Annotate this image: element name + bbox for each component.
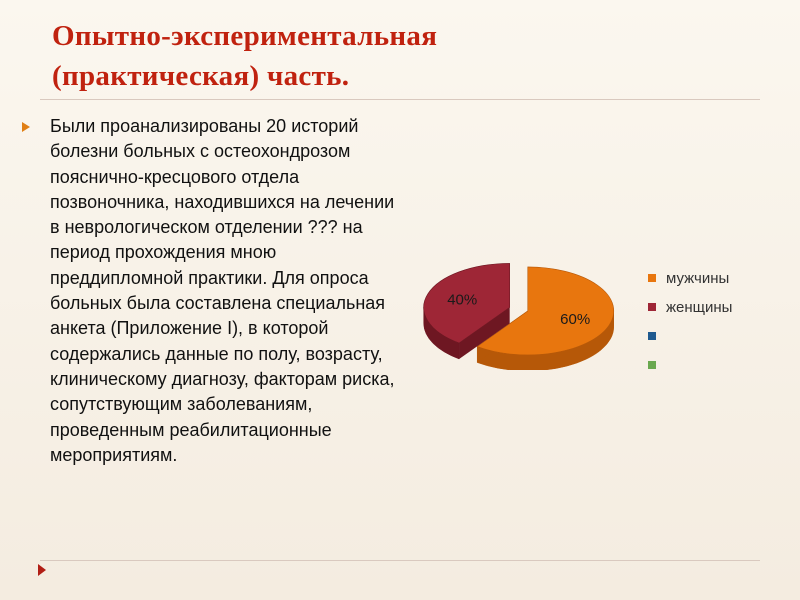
footer-divider xyxy=(40,560,760,561)
pie-data-label: 60% xyxy=(560,311,590,328)
legend-item xyxy=(648,355,732,384)
title-line-1: Опытно-экспериментальная xyxy=(52,20,438,52)
legend-label: мужчины xyxy=(666,270,730,287)
legend-item: женщины xyxy=(648,297,732,326)
pie-slice-top xyxy=(423,263,510,344)
legend-swatch xyxy=(648,303,656,311)
bullet-arrow-icon xyxy=(22,122,30,132)
chart-legend: мужчины женщины xyxy=(648,268,732,384)
legend-swatch xyxy=(648,361,656,369)
title-divider xyxy=(40,99,760,100)
pie-chart: 60% 40% xyxy=(423,263,615,370)
legend-item xyxy=(648,326,732,355)
pie-slice-top xyxy=(476,266,614,356)
slide-title: Опытно-экспериментальная (практическая) … xyxy=(52,16,752,96)
legend-label: женщины xyxy=(666,299,733,316)
legend-swatch xyxy=(648,274,656,282)
legend-item: мужчины xyxy=(648,268,732,297)
legend-swatch xyxy=(648,332,656,340)
pie-slice-мужчины: 60% xyxy=(476,266,615,370)
pie-slice-edge xyxy=(459,307,510,360)
title-line-2: (практическая) часть. xyxy=(52,60,350,92)
slide-body-text: Были проанализированы 20 историй болезни… xyxy=(50,116,395,465)
pie-data-label: 40% xyxy=(447,292,477,309)
pie-slice-женщины: 40% xyxy=(423,263,510,360)
footer-arrow-icon xyxy=(38,564,46,576)
